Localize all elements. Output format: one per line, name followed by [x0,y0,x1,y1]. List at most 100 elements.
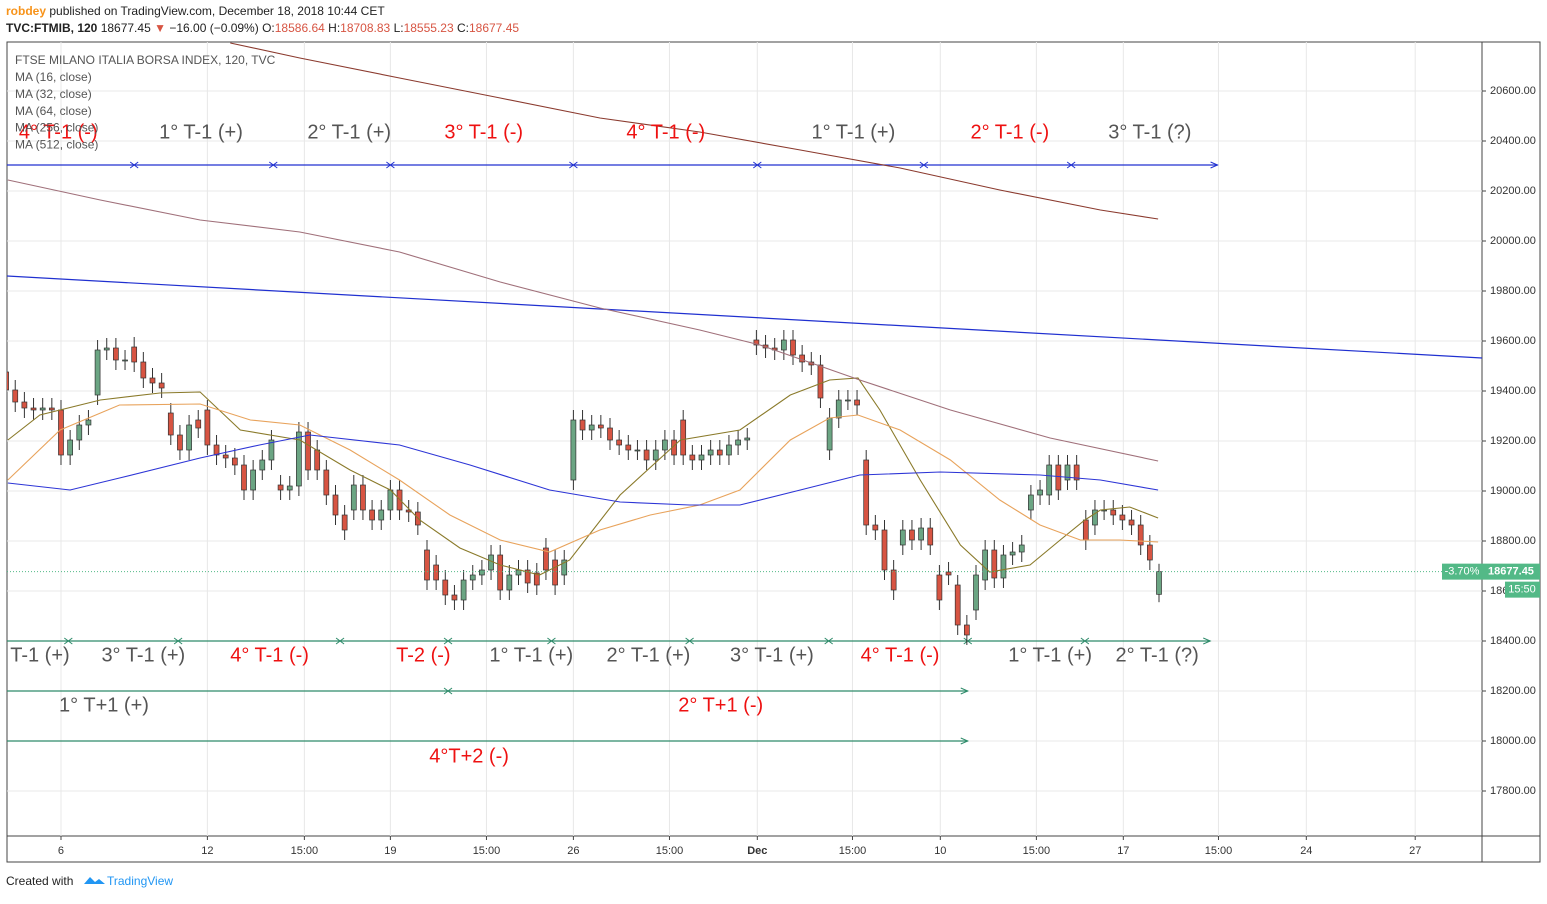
candle-body [497,554,504,591]
annotation: 4° T-1 (-) [626,121,705,143]
candle-body [918,527,924,541]
arrow-head [1210,161,1219,169]
candle-body [103,347,110,351]
candle-body [378,509,385,521]
candle-body [305,431,311,471]
arrow-head [1203,637,1212,645]
x-tick-label: Dec [747,845,767,857]
ohlc-key: O: [262,21,275,35]
candle-body [1082,519,1089,541]
candle-body [643,449,650,461]
candle-body [1110,509,1117,516]
candle-body [1055,464,1062,491]
candle-body [780,339,787,351]
symbol: TVC:FTMIB, 120 [6,21,98,35]
annotation: 4° T-1 (-) [19,121,98,143]
candle-body [652,449,659,461]
candle-body [881,529,888,571]
footer-created: Created with [6,874,73,888]
x-tick-label: 15:00 [839,845,867,857]
candle-body [707,449,714,456]
down-arrow: ▼ [154,21,166,35]
candle-body [469,574,476,581]
annotation: 4°T+2 (-) [429,745,509,767]
moving-average [7,377,1159,576]
y-tick-label: 18400.00 [1490,635,1536,647]
last-price: 18677.45 [101,21,151,35]
y-tick-label: 18200.00 [1490,685,1536,697]
candle-body [698,454,705,461]
candle-body [1018,544,1025,553]
arrow-head [960,687,970,695]
candle-body [689,454,696,461]
candle-body [680,419,687,456]
candle-body [1137,524,1144,546]
moving-average [7,179,1159,462]
x-tick-label: 6 [58,845,64,857]
candle-body [113,347,119,361]
candle-body [790,339,796,356]
cycle-marker [443,687,453,695]
annotation: 1° T-1 (+) [1008,644,1092,666]
candle-body [131,346,138,363]
candle-body [222,454,229,459]
countdown-pill [1505,581,1540,598]
candle-body [1128,519,1135,526]
ohlc-value: 18708.83 [340,21,390,35]
candle-body [277,484,284,491]
annotation: 3° T-1 (+) [101,644,185,666]
y-tick-label: 20600.00 [1490,85,1536,97]
candle-body [982,549,988,581]
footer-brand[interactable]: TradingView [107,874,173,888]
x-tick-label: 27 [1409,845,1421,857]
candle-body [845,399,851,402]
candle-body [204,409,211,446]
candle-body [12,389,19,403]
annotation: 1° T+1 (+) [59,694,149,716]
candle-body [21,401,28,409]
legend-title: FTSE MILANO ITALIA BORSA INDEX, 120, TVC [15,53,276,67]
cycle-marker [824,637,833,645]
y-tick-label: 20000.00 [1490,235,1536,247]
candle-body [1028,494,1034,511]
cycle-marker [268,161,278,169]
annotation: 2° T+1 (-) [678,694,763,716]
cycle-marker [386,161,395,169]
candle-body [625,444,632,451]
author: robdey [6,4,46,18]
candle-body [826,417,833,451]
annotation: 1° T-1 (+) [489,644,573,666]
candle-body [195,419,202,429]
published: published on TradingView.com, December 1… [49,4,385,18]
candle-body [259,459,266,471]
candle-body [186,424,192,451]
candle-body [1073,464,1080,481]
candle-body [433,564,439,581]
annotation: 2° T-1 (+) [607,644,691,666]
cycle-marker [547,637,556,645]
moving-average [230,42,1159,220]
candle-body [76,424,83,441]
candle-body [1147,544,1153,561]
x-tick-label: 26 [567,845,579,857]
candle-body [177,434,183,451]
x-tick-label: 15:00 [291,845,319,857]
annotation: 2° T-1 (?) [1116,644,1199,666]
candle-body [515,569,522,576]
candle-body [890,569,897,591]
cycle-marker [753,161,762,169]
annotation: T-2 (-) [396,644,450,666]
y-tick-label: 18000.00 [1490,735,1536,747]
ohlc-value: 18677.45 [469,21,519,35]
candle-body [991,549,998,579]
cycle-marker [569,161,578,169]
annotation: 1° T-1 (+) [811,121,895,143]
candle-body [716,449,723,456]
annotation: T-1 (+) [10,644,69,666]
y-tick-label: 19800.00 [1490,285,1536,297]
candle-body [296,431,302,487]
candle-body [1037,489,1043,496]
candle-body [634,449,641,452]
